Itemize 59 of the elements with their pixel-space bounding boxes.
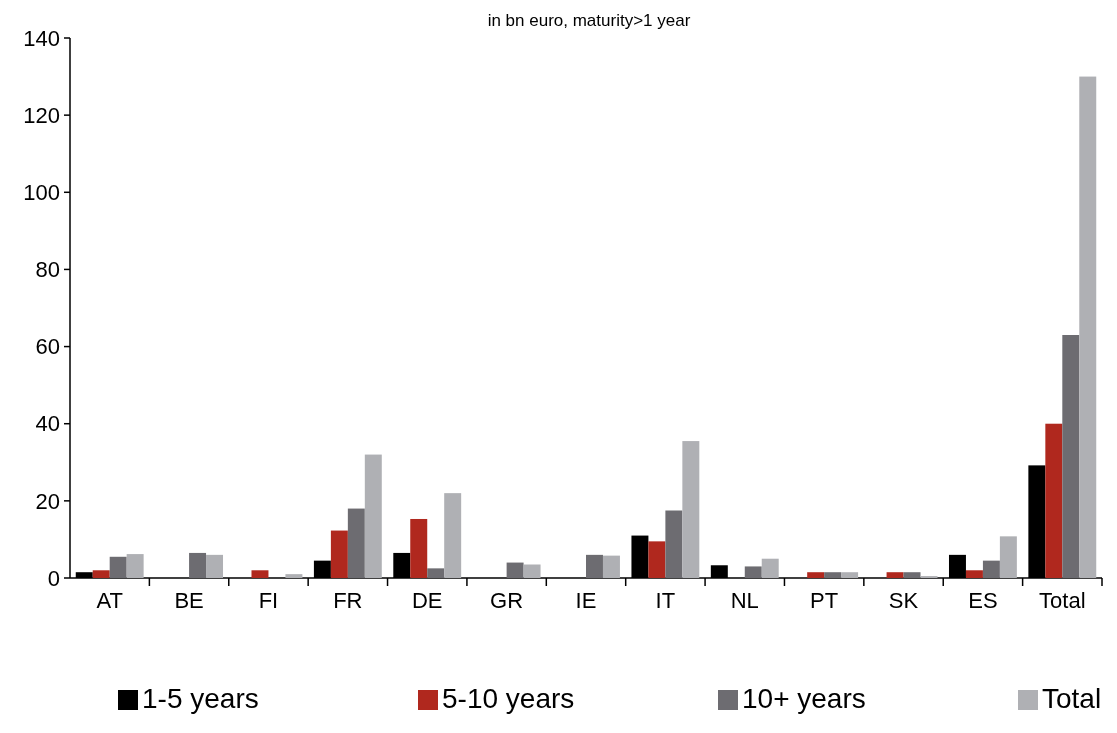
bar (682, 441, 700, 578)
y-tick-label: 60 (35, 334, 60, 360)
x-tick-label: NL (730, 588, 759, 613)
x-tick-label: Total (1039, 588, 1086, 613)
bar (586, 554, 603, 578)
x-tick-label: BE (174, 588, 204, 613)
x-tick-label: DE (411, 588, 443, 613)
bar (109, 556, 127, 578)
legend-label: 10+ years (742, 683, 866, 714)
y-tick-label: 0 (47, 565, 60, 591)
bar (251, 570, 269, 578)
x-tick-label: FR (333, 588, 363, 613)
bar (92, 570, 110, 578)
bar (285, 574, 303, 578)
bar (807, 572, 825, 578)
bar (330, 530, 348, 578)
bar (886, 572, 904, 578)
x-tick-label: SK (888, 588, 919, 613)
x-tick-label: AT (96, 588, 123, 613)
x-tick-label: GR (490, 588, 524, 613)
bar (665, 510, 683, 578)
bar (1062, 335, 1080, 578)
y-tick-label: 80 (35, 257, 60, 283)
x-tick-label: PT (810, 588, 839, 613)
bar (841, 572, 859, 578)
chart-title: in bn euro, maturity>1 year (487, 11, 691, 30)
bar (206, 554, 224, 578)
bar (347, 508, 365, 578)
y-tick-label: 100 (23, 179, 60, 205)
y-tick-label: 140 (23, 25, 60, 51)
x-tick-label: FI (258, 588, 279, 613)
bar (410, 518, 428, 578)
bar (982, 560, 1000, 578)
x-tick-label: IE (575, 588, 597, 613)
legend-label: Total (1042, 683, 1102, 714)
bar (1079, 76, 1097, 578)
bar (824, 572, 842, 578)
x-tick-label: IT (655, 588, 676, 613)
bar (602, 555, 620, 578)
bar (523, 564, 541, 578)
bar (999, 536, 1017, 578)
bar (761, 558, 779, 578)
bar (506, 562, 524, 578)
bar (126, 554, 144, 578)
legend-label: 5-10 years (442, 683, 575, 714)
bar (364, 454, 382, 578)
x-tick-label: ES (968, 588, 998, 613)
legend-label: 1-5 years (142, 683, 259, 714)
bar (965, 570, 983, 578)
bar (427, 568, 445, 578)
bar (744, 566, 762, 578)
y-tick-label: 120 (23, 102, 60, 128)
bar (1045, 423, 1063, 578)
bar (444, 493, 462, 578)
bar (903, 572, 921, 578)
bar (648, 541, 666, 578)
bar (189, 552, 207, 578)
y-tick-label: 40 (35, 411, 60, 437)
y-tick-label: 20 (35, 488, 60, 514)
